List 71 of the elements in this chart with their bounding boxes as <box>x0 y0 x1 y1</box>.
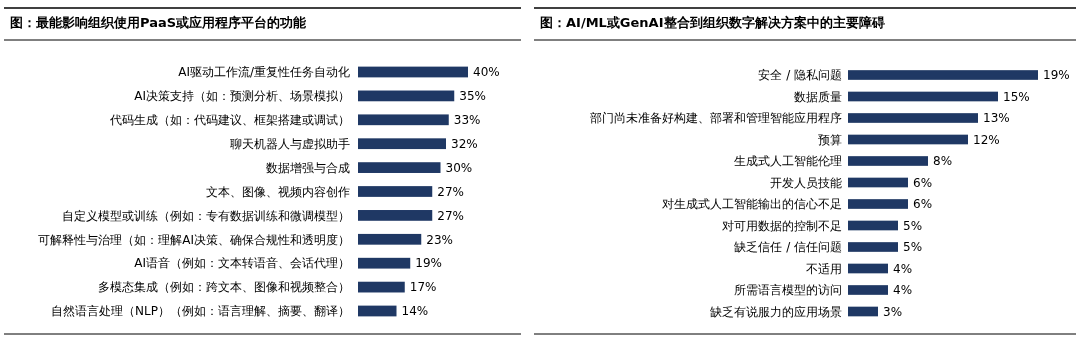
y-tick-label: AI驱动工作流/重复性任务自动化 <box>178 65 350 80</box>
y-tick-label: 预算 <box>818 132 842 147</box>
y-tick-label: 代码生成（如：代码建议、框架搭建或调试） <box>109 113 350 127</box>
data-label: 32% <box>451 136 478 151</box>
y-tick-label: 数据质量 <box>794 89 842 104</box>
y-tick-label: 自定义模型或训练（例如：专有数据训练和微调模型） <box>62 208 350 223</box>
text: 图：AI/ML或GenAI整合到组织数字解决方案中的主要障碍 <box>540 15 885 30</box>
bar <box>358 281 405 293</box>
y-tick-label: 可解释性与治理（如：理解AI决策、确保合规性和透明度） <box>38 232 350 247</box>
data-label: 30% <box>445 160 473 175</box>
data-label: 19% <box>415 256 442 271</box>
bar <box>848 177 908 188</box>
bar <box>848 242 898 252</box>
data-label: 35% <box>459 89 486 104</box>
bar <box>358 66 468 78</box>
y-tick-label: 缺乏信任 / 信任问题 <box>734 240 842 255</box>
data-label: 33% <box>453 113 481 127</box>
y-tick-label: 所需语言模型的访问 <box>734 283 842 298</box>
data-label: 13% <box>983 111 1010 126</box>
y-tick-label: 对生成式人工智能输出的信心不足 <box>662 197 842 212</box>
data-label: 27% <box>437 208 464 223</box>
bar <box>848 220 898 231</box>
data-label: 4% <box>893 283 913 298</box>
data-label: 15% <box>1003 89 1030 104</box>
bar <box>848 156 928 166</box>
data-label: 17% <box>409 280 437 295</box>
bar <box>848 306 878 317</box>
data-label: 6% <box>913 197 933 212</box>
y-tick-label: 生成式人工智能伦理 <box>734 154 842 169</box>
y-tick-label: 开发人员技能 <box>770 175 842 190</box>
data-label: 23% <box>426 232 453 247</box>
data-label: 12% <box>973 132 1000 147</box>
bar <box>358 210 433 221</box>
data-label: 27% <box>437 184 464 199</box>
data-label: 19% <box>1043 68 1070 83</box>
y-tick-label: 自然语言处理（NLP）（例如：语言理解、摘要、翻译） <box>51 304 350 319</box>
y-tick-label: 安全 / 隐私问题 <box>758 68 842 83</box>
data-label: 6% <box>913 175 933 190</box>
bar <box>358 257 411 269</box>
bar <box>848 199 908 209</box>
y-tick-label: 部门尚未准备好构建、部署和管理智能应用程序 <box>590 111 842 126</box>
bar <box>848 91 998 102</box>
y-tick-label: 数据增强与合成 <box>266 160 350 175</box>
bar <box>358 162 441 173</box>
bar <box>358 186 433 197</box>
y-tick-label: 聊天机器人与虚拟助手 <box>230 136 350 151</box>
data-label: 3% <box>883 304 903 319</box>
y-tick-label: 缺乏有说服力的应用场景 <box>710 304 842 319</box>
y-tick-label: AI决策支持（如：预测分析、场景模拟） <box>134 89 350 104</box>
y-tick-label: 对可用数据的控制不足 <box>722 218 842 233</box>
data-label: 5% <box>903 218 923 233</box>
text: 图：最能影响组织使用PaaS或应用程序平台的功能 <box>10 15 308 30</box>
data-label: 14% <box>401 304 429 319</box>
y-tick-label: 多模态集成（例如：跨文本、图像和视频整合） <box>98 280 350 295</box>
bar <box>358 138 446 150</box>
y-tick-label: 文本、图像、视频内容创作 <box>206 184 350 199</box>
bar <box>358 305 397 317</box>
data-label: 4% <box>893 261 913 276</box>
bar <box>358 233 422 245</box>
bar <box>848 113 978 123</box>
bar <box>848 285 888 295</box>
bar <box>848 70 1038 80</box>
bar <box>848 134 968 145</box>
bar <box>358 90 455 102</box>
y-tick-label: 不适用 <box>806 261 842 276</box>
bar <box>848 263 888 274</box>
data-label: 40% <box>473 65 500 80</box>
bar <box>358 114 449 126</box>
y-tick-label: AI语音（例如：文本转语音、会话代理） <box>134 256 350 271</box>
data-label: 5% <box>903 240 923 255</box>
data-label: 8% <box>933 154 953 169</box>
